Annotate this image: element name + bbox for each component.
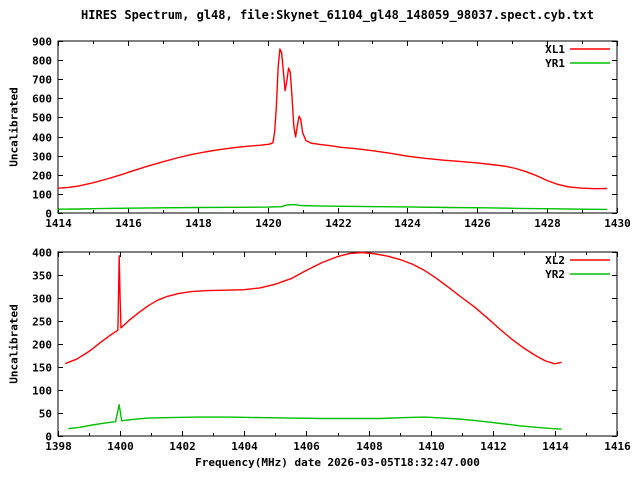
legend-label-XL1: XL1 — [545, 43, 565, 56]
y-tick-label: 100 — [32, 189, 52, 202]
y-tick-label: 300 — [32, 151, 52, 164]
x-tick-label: 1420 — [255, 217, 282, 230]
y-tick-label: 400 — [32, 132, 52, 145]
x-tick-label: 1430 — [604, 217, 631, 230]
y-tick-label: 50 — [39, 408, 52, 421]
x-tick-label: 1418 — [185, 217, 212, 230]
y-tick-label: 400 — [32, 247, 52, 260]
y-tick-label: 700 — [32, 74, 52, 87]
x-axis-label: Frequency(MHz) date 2026-03-05T18:32:47.… — [195, 456, 480, 469]
x-tick-label: 1416 — [604, 440, 631, 453]
x-tick-label: 1402 — [169, 440, 196, 453]
x-tick-label: 1414 — [542, 440, 569, 453]
x-tick-label: 1422 — [325, 217, 352, 230]
series-XL1 — [57, 48, 608, 190]
legend-label-YR1: YR1 — [545, 57, 565, 70]
x-tick-label: 1414 — [45, 217, 72, 230]
y-tick-label: 500 — [32, 112, 52, 125]
y-tick-label: 200 — [32, 339, 52, 352]
y-tick-label: 0 — [45, 208, 52, 221]
x-tick-label: 1410 — [418, 440, 445, 453]
x-tick-label: 1428 — [534, 217, 561, 230]
bottom-panel: 1398 1400 1402 1404 1406 1408 1410 1412 1414 1416… — [32, 247, 631, 454]
x-tick-label: 1406 — [293, 440, 320, 453]
legend-label-XL2: XL2 — [545, 254, 565, 267]
y-tick-label: 800 — [32, 55, 52, 68]
x-tick-label: 1398 — [45, 440, 72, 453]
y-tick-label: 250 — [32, 316, 52, 329]
chart-title: HIRES Spectrum, gl48, file:Skynet_61104_… — [81, 8, 594, 22]
bottom-panel-border — [57, 251, 618, 437]
series-YR1 — [57, 203, 608, 211]
y-tick-label: 900 — [32, 36, 52, 49]
top-panel-border — [57, 40, 618, 214]
y-tick-label: 200 — [32, 170, 52, 183]
x-tick-label: 1426 — [464, 217, 491, 230]
legend-label-YR2: YR2 — [545, 268, 565, 281]
y-tick-label: 0 — [45, 431, 52, 444]
x-tick-label: 1404 — [231, 440, 258, 453]
x-tick-label: 1400 — [107, 440, 134, 453]
y-tick-label: 350 — [32, 270, 52, 283]
y-tick-label: 600 — [32, 93, 52, 106]
x-tick-label: 1408 — [356, 440, 383, 453]
y-tick-label: 100 — [32, 385, 52, 398]
series-XL2 — [65, 251, 562, 365]
series-YR2 — [68, 404, 562, 430]
y-tick-label: 150 — [32, 362, 52, 375]
x-tick-label: 1424 — [394, 217, 421, 230]
x-tick-label: 1412 — [480, 440, 507, 453]
x-tick-label: 1416 — [115, 217, 142, 230]
y-tick-label: 300 — [32, 293, 52, 306]
top-panel: 1414 1416 1418 1420 1422 1424 1426 1428 1430 0 100… — [32, 36, 631, 231]
